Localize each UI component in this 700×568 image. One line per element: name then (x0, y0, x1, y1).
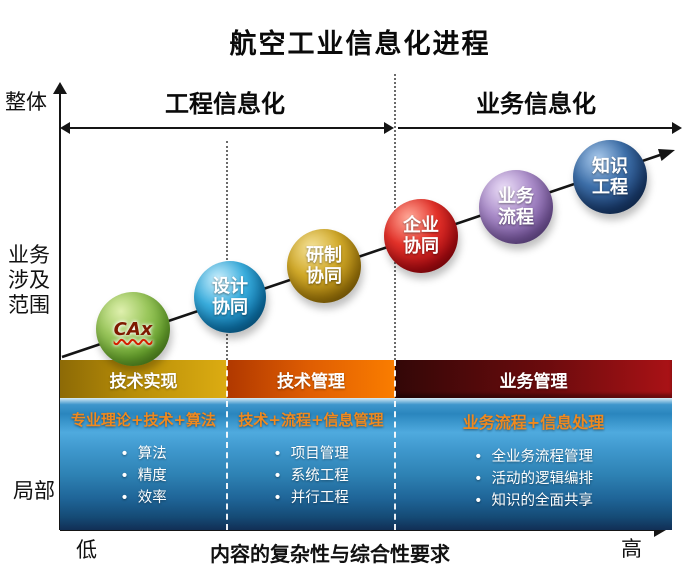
bullet-item: 系统工程 (273, 465, 349, 487)
ball-label: 知识 (592, 156, 628, 177)
band-technical-implementation: 技术实现 (60, 360, 227, 398)
bullet-item: 项目管理 (273, 443, 349, 465)
bullet-item: 活动的逻辑编排 (474, 468, 594, 490)
band-technical-management: 技术管理 (227, 360, 395, 398)
engineering-span-line (67, 127, 387, 129)
ball-label: 工程 (592, 177, 628, 198)
ball-label: 设计 (212, 276, 248, 297)
section-business-informatization: 业务信息化 (476, 90, 596, 118)
band-label: 业务管理 (499, 371, 568, 392)
detail-panel: 专业理论+技术+算法 算法 精度 效率 技术+流程+信息管理 项目管理 系统工程… (60, 398, 672, 530)
band-label: 技术实现 (109, 371, 178, 392)
y-axis-top-label: 整体 (5, 90, 47, 114)
y-mid-line: 业务 (8, 243, 50, 267)
bullet-item: 效率 (120, 487, 167, 509)
column-header: 专业理论+技术+算法 (70, 411, 217, 429)
column-header: 业务流程+信息处理 (462, 413, 605, 432)
ball-label: 流程 (498, 207, 534, 228)
y-axis-mid-label: 业务 涉及 范围 (8, 243, 50, 318)
y-axis-arrowhead-icon (53, 82, 67, 94)
ball-label: 协同 (306, 266, 342, 287)
bullet-list: 项目管理 系统工程 并行工程 (273, 443, 349, 509)
section-engineering-informatization: 工程信息化 (165, 90, 285, 118)
y-mid-line: 涉及 (8, 268, 50, 292)
panel-divider (394, 360, 396, 530)
bullet-item: 知识的全面共享 (474, 490, 594, 512)
band-label: 技术管理 (277, 371, 345, 392)
ball-enterprise-collaboration: 企业 协同 (384, 199, 458, 273)
bullet-item: 算法 (120, 443, 167, 465)
panel-column-business-management: 业务流程+信息处理 全业务流程管理 活动的逻辑编排 知识的全面共享 (395, 398, 672, 530)
bullet-item: 并行工程 (273, 487, 349, 509)
bullet-list: 全业务流程管理 活动的逻辑编排 知识的全面共享 (474, 446, 594, 512)
bullet-list: 算法 精度 效率 (120, 443, 167, 509)
ball-knowledge-engineering: 知识 工程 (573, 140, 647, 214)
bullet-item: 精度 (120, 465, 167, 487)
y-mid-line: 范围 (8, 293, 50, 317)
y-axis-line (59, 92, 61, 530)
ball-label: 协同 (403, 236, 439, 257)
y-axis-bottom-label: 局部 (13, 479, 55, 503)
ball-business-process: 业务 流程 (479, 170, 553, 244)
ball-label: CAx (113, 318, 153, 340)
arrow-left-icon (60, 122, 70, 134)
panel-divider (226, 360, 228, 530)
band-business-management: 业务管理 (395, 360, 672, 398)
bullet-item: 全业务流程管理 (474, 446, 594, 468)
ball-development-collaboration: 研制 协同 (287, 229, 361, 303)
ball-label: 协同 (212, 297, 248, 318)
ball-design-collaboration: 设计 协同 (194, 261, 266, 333)
ball-label: 企业 (403, 215, 439, 236)
ball-label: 研制 (306, 245, 342, 266)
business-span-line (398, 127, 674, 129)
arrow-right-icon (384, 122, 394, 134)
page-title: 航空工业信息化进程 (229, 29, 491, 60)
arrow-right-icon (672, 122, 682, 134)
ball-cax: CAx (96, 292, 170, 366)
x-axis-high-label: 高 (621, 537, 642, 561)
column-header: 技术+流程+信息管理 (238, 411, 384, 429)
x-axis-caption: 内容的复杂性与综合性要求 (210, 542, 450, 566)
panel-column-technical-implementation: 专业理论+技术+算法 算法 精度 效率 (60, 398, 227, 530)
panel-column-technical-management: 技术+流程+信息管理 项目管理 系统工程 并行工程 (227, 398, 395, 530)
x-axis-low-label: 低 (76, 538, 97, 562)
x-axis-line (60, 529, 658, 531)
ball-label: 业务 (498, 186, 534, 207)
